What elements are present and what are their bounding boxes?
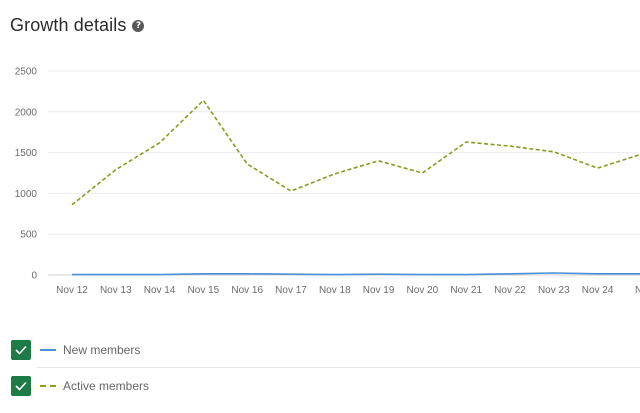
x-tick-label-1: Nov 12 [56,285,88,296]
y-tick-label-0: 0 [31,271,37,282]
page-title: Growth details [10,15,127,35]
x-tick-label-9: Nov 20 [407,285,439,296]
x-tick-label-13: Nov 24 [582,285,614,296]
legend-label-active-members: Active members [63,379,150,393]
x-tick-label-4: Nov 15 [188,285,220,296]
legend-item-active-members[interactable]: Active members [11,369,640,403]
legend-item-new-members[interactable]: New members [11,333,640,368]
legend-swatch-solid-line [40,349,56,351]
x-tick-label-3: Nov 14 [144,285,176,296]
help-circle-icon[interactable]: ? [132,19,145,32]
y-tick-label-1000: 1000 [15,189,38,200]
y-tick-label-1500: 1500 [15,148,38,159]
checkbox-new-members[interactable] [11,340,31,360]
grid-layer [48,70,640,276]
y-tick-label-2000: 2000 [15,107,38,118]
legend-label-new-members: New members [63,343,141,357]
x-tick-label-2: Nov 13 [100,285,132,296]
x-axis-labels: Nov 12 Nov 13 Nov 14 Nov 15 Nov 16 Nov 17 Nov … [56,285,640,296]
title-row: Growth details ? [10,15,145,36]
y-tick-label-500: 500 [20,230,37,241]
x-tick-label-8: Nov 19 [363,285,395,296]
x-tick-label-14: No [635,285,640,296]
checkbox-active-members[interactable] [11,376,31,396]
y-tick-label-2500: 2500 [15,67,38,78]
legend-divider [37,367,640,368]
y-axis-labels: 0 500 1000 1500 2000 2500 [15,67,38,282]
x-tick-label-5: Nov 16 [231,285,263,296]
series-line-new-members [72,272,640,276]
x-tick-label-10: Nov 21 [450,285,482,296]
legend-swatch-dashed-line [40,385,56,387]
x-tick-label-11: Nov 22 [494,285,526,296]
checkmark-icon [15,381,27,391]
legend: New members Active members [11,333,640,403]
series-line-active-members [71,99,640,206]
x-tick-label-12: Nov 23 [538,285,570,296]
x-tick-label-6: Nov 17 [275,285,307,296]
checkmark-icon [15,345,27,355]
x-tick-label-7: Nov 18 [319,285,351,296]
series-layer [71,99,640,276]
